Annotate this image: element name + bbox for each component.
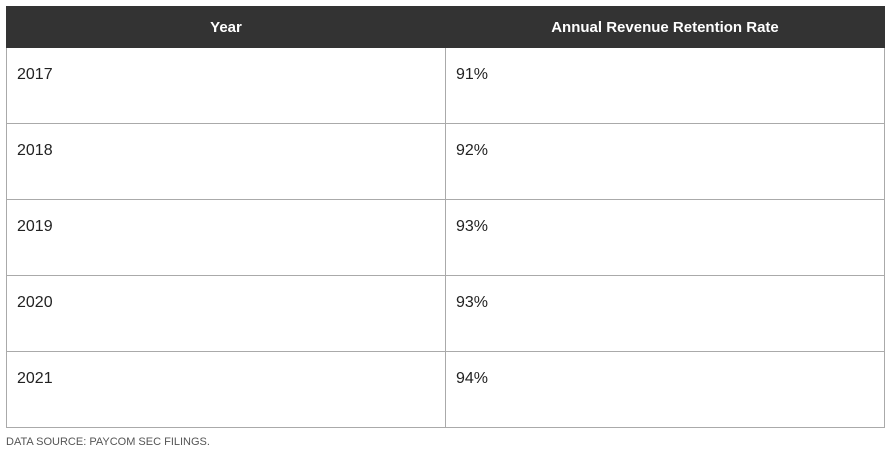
table-cell: 2018: [6, 123, 446, 200]
table-cell: 2021: [6, 351, 446, 428]
table-cell: 2020: [6, 275, 446, 352]
table-cell: 93%: [445, 275, 885, 352]
table-row: 2019 93%: [6, 199, 885, 276]
table-row: 2021 94%: [6, 351, 885, 428]
table-row: 2018 92%: [6, 123, 885, 200]
header-cell: Annual Revenue Retention Rate: [445, 6, 885, 48]
table-cell: 94%: [445, 351, 885, 428]
table-cell: 2019: [6, 199, 446, 276]
table-container: Year Annual Revenue Retention Rate 2017 91…: [6, 6, 885, 428]
header-row: Year Annual Revenue Retention Rate: [6, 6, 885, 48]
table-row: 2020 93%: [6, 275, 885, 352]
table-row: 2017 91%: [6, 47, 885, 124]
header-cell: Year: [6, 6, 446, 48]
table-cell: 2017: [6, 47, 446, 124]
table-body: 2017 91% 2018 92% 2019 93% 2020 93% 2021 94%: [6, 47, 885, 428]
data-table: Year Annual Revenue Retention Rate 2017 91…: [6, 6, 885, 428]
source-note: DATA SOURCE: PAYCOM SEC FILINGS.: [6, 436, 210, 448]
table-cell: 91%: [445, 47, 885, 124]
table-cell: 92%: [445, 123, 885, 200]
table-cell: 93%: [445, 199, 885, 276]
